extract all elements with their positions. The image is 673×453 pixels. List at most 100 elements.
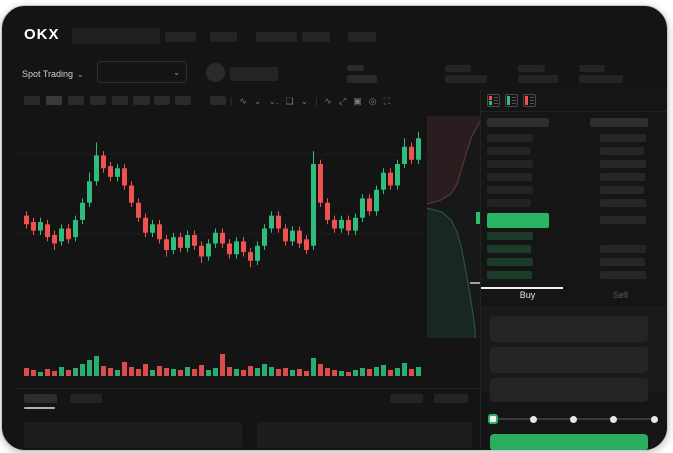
nav-item-placeholder[interactable] [256,32,297,42]
candle [395,164,400,186]
candle-style-icon[interactable]: ∿ [239,96,247,106]
bid-amount-row[interactable] [600,271,646,279]
nav-item-placeholder[interactable] [210,32,237,42]
slider-stop[interactable] [570,415,577,423]
ask-price-row[interactable] [487,173,532,181]
volume-bar [108,368,113,376]
bid-price-row[interactable] [487,271,532,279]
asks-view-icon[interactable] [523,94,536,107]
slider-stop[interactable] [650,415,658,423]
candle [227,243,232,255]
chevron-down-icon[interactable]: ⌄ [253,96,262,106]
ask-amount-row[interactable] [600,147,644,155]
volume-bar [269,367,274,376]
split-view-icon[interactable] [487,94,500,107]
volume-bar [157,366,162,376]
timeframe-button[interactable] [210,96,226,105]
stat-24h-placeholder [518,65,545,72]
volume-bar [66,370,71,376]
candle [80,202,85,220]
bid-amount-row[interactable] [600,245,646,253]
candle [332,219,337,229]
candle [45,224,50,238]
total-input[interactable] [490,378,648,402]
market-type-dropdown[interactable]: Spot Trading ⌄ [22,63,84,85]
fullscreen-icon[interactable]: ⛶ [383,96,390,106]
bid-amount-row[interactable] [600,258,645,266]
candle [136,202,141,218]
candle [185,234,190,248]
line-tool-icon[interactable]: ∿ [324,96,332,106]
volume-bar [332,370,337,376]
nav-item-placeholder[interactable] [165,32,196,42]
last-price-badge[interactable] [487,213,549,228]
timeframe-button[interactable] [112,96,128,105]
volume-bar [164,368,169,376]
ask-amount-row[interactable] [600,173,645,181]
indicator-icon[interactable]: ❏ [285,96,294,106]
orders-tab[interactable] [24,394,57,403]
tab-buy[interactable]: Buy [519,290,536,300]
timeframe-button[interactable] [154,96,170,105]
timeframe-button[interactable] [68,96,84,105]
candle [24,215,29,225]
ask-price-row[interactable] [487,147,531,155]
candle [94,155,99,182]
ask-price-row[interactable] [487,186,533,194]
timeframe-button[interactable] [133,96,150,105]
timeframe-button[interactable] [46,96,62,105]
history-tab[interactable] [70,394,102,403]
candle [52,234,57,244]
volume-bar [318,364,323,376]
timeframe-button[interactable] [90,96,106,105]
candle [381,172,386,190]
volume-bar [94,356,99,376]
slider-stop[interactable] [529,415,537,423]
pair-selector-dropdown[interactable]: ⌄ [97,61,187,83]
slider-stop[interactable] [610,415,618,423]
amount-input[interactable] [490,347,648,373]
volume-bar [45,369,50,376]
search-input[interactable] [72,28,160,44]
timer-icon[interactable]: ◎ [368,96,377,106]
volume-bar [353,370,358,376]
buy-button[interactable] [490,434,648,450]
nav-item-placeholder[interactable] [348,32,376,42]
volume-bar [136,369,141,376]
volume-bar [381,365,386,376]
ask-price-row[interactable] [487,160,533,168]
chevron-down-icon[interactable]: ⌄ [300,96,309,106]
ask-amount-row[interactable] [600,134,646,142]
timeframe-button[interactable] [175,96,191,105]
candle [192,234,197,246]
bid-price-row[interactable] [487,232,533,240]
okx-logo[interactable]: OKX [24,26,60,43]
nav-item-placeholder[interactable] [302,32,330,42]
filter-placeholder[interactable] [434,394,468,403]
measure-icon[interactable]: ⤢ [339,96,347,106]
interval-chevron-icon[interactable]: ⌄. [268,96,279,106]
ask-price-row[interactable] [487,134,533,142]
candle [206,243,211,257]
tab-sell[interactable]: Sell [612,290,628,300]
candle [171,237,176,250]
amount-row[interactable] [600,216,646,224]
ask-amount-row[interactable] [600,160,646,168]
snapshot-icon[interactable]: ▣ [353,96,362,106]
slider-handle[interactable] [488,414,498,424]
bid-price-row[interactable] [487,258,533,266]
bid-price-row[interactable] [487,245,531,253]
price-input[interactable] [490,316,648,342]
timeframe-button[interactable] [24,96,40,105]
filter-placeholder[interactable] [390,394,423,403]
candle [325,202,330,220]
candle [388,172,393,186]
amount-column-header [590,118,648,127]
volume-bar [38,372,43,376]
ask-amount-row[interactable] [600,186,644,194]
bids-view-icon[interactable] [505,94,518,107]
price-chart[interactable] [14,114,480,386]
candle [290,230,295,242]
ask-price-row[interactable] [487,199,531,207]
ask-amount-row[interactable] [600,199,646,207]
